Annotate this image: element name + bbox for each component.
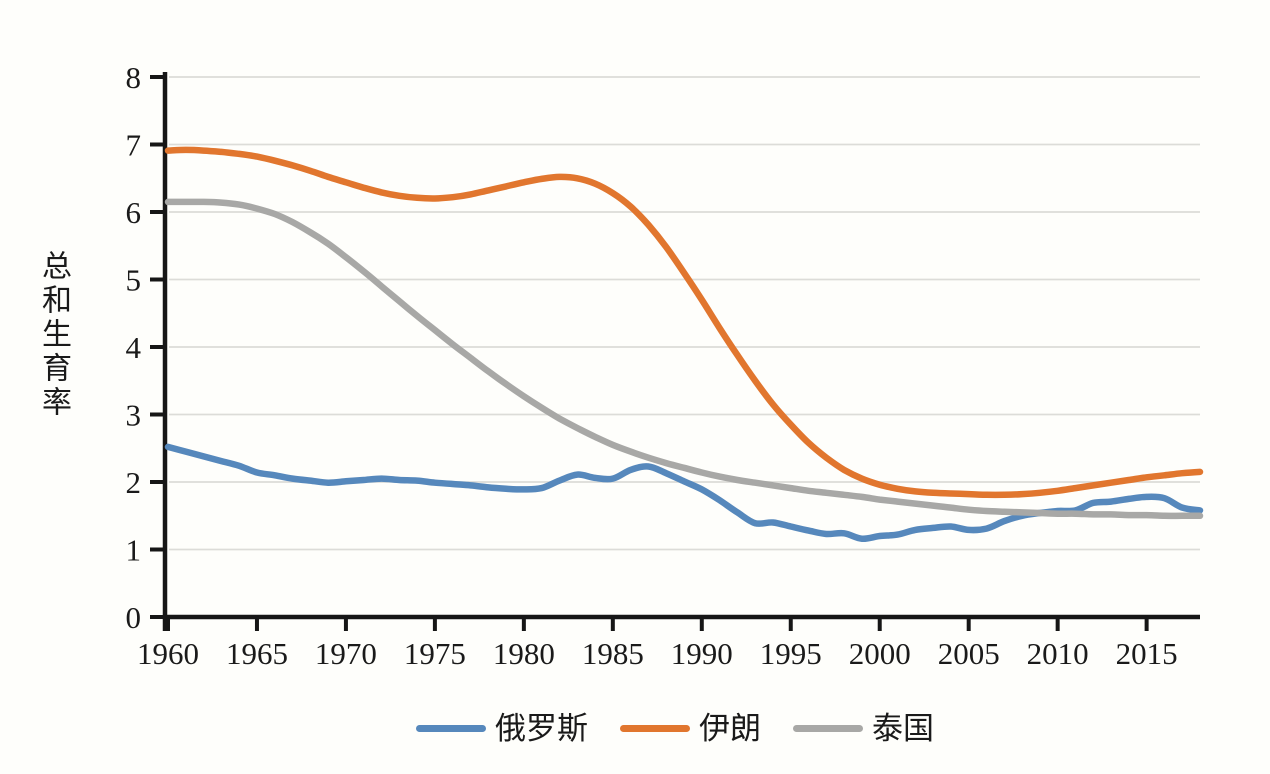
series-line-thailand xyxy=(164,198,1204,520)
x-tick-label-2000: 2000 xyxy=(849,636,911,671)
legend-label-iran: 伊朗 xyxy=(699,711,761,746)
y-tick-label-8: 8 xyxy=(126,60,142,95)
x-tick-label-1960: 1960 xyxy=(137,636,199,671)
y-tick-label-2: 2 xyxy=(126,465,142,500)
x-tick-label-2015: 2015 xyxy=(1116,636,1178,671)
y-tick-label-6: 6 xyxy=(126,195,142,230)
y-tick-label-3: 3 xyxy=(126,398,142,433)
y-tick-label-0: 0 xyxy=(126,600,142,635)
legend-label-thailand: 泰国 xyxy=(872,711,934,746)
legend-swatch-thailand xyxy=(793,725,863,732)
x-tick-label-2005: 2005 xyxy=(938,636,1000,671)
x-tick-label-1985: 1985 xyxy=(582,636,644,671)
x-tick-label-2010: 2010 xyxy=(1027,636,1089,671)
legend-item-thailand: 泰国 xyxy=(793,713,934,744)
legend-item-iran: 伊朗 xyxy=(620,713,761,744)
y-axis-title: 总和生育率 xyxy=(37,250,70,420)
x-tick-label-1965: 1965 xyxy=(226,636,288,671)
legend-item-russia: 俄罗斯 xyxy=(416,713,588,744)
x-tick-label-1980: 1980 xyxy=(493,636,555,671)
x-tick-label-1970: 1970 xyxy=(315,636,377,671)
legend-swatch-iran xyxy=(620,725,690,732)
legend-swatch-russia xyxy=(416,725,486,732)
legend-label-russia: 俄罗斯 xyxy=(495,711,588,746)
x-tick-label-1990: 1990 xyxy=(671,636,733,671)
x-tick-label-1995: 1995 xyxy=(760,636,822,671)
series-line-iran xyxy=(164,146,1204,499)
total-fertility-rate-line-chart: 0 1 2 3 4 5 6 7 8 1960 1965 1970 1975 1980 1985 1990 199… xyxy=(126,60,1204,671)
y-tick-label-1: 1 xyxy=(126,533,142,568)
y-tick-label-4: 4 xyxy=(126,330,142,365)
chart-legend: 俄罗斯 伊朗 泰国 xyxy=(40,713,1270,744)
y-tick-label-5: 5 xyxy=(126,263,142,298)
x-tick-label-1975: 1975 xyxy=(404,636,466,671)
y-tick-label-7: 7 xyxy=(126,128,142,163)
